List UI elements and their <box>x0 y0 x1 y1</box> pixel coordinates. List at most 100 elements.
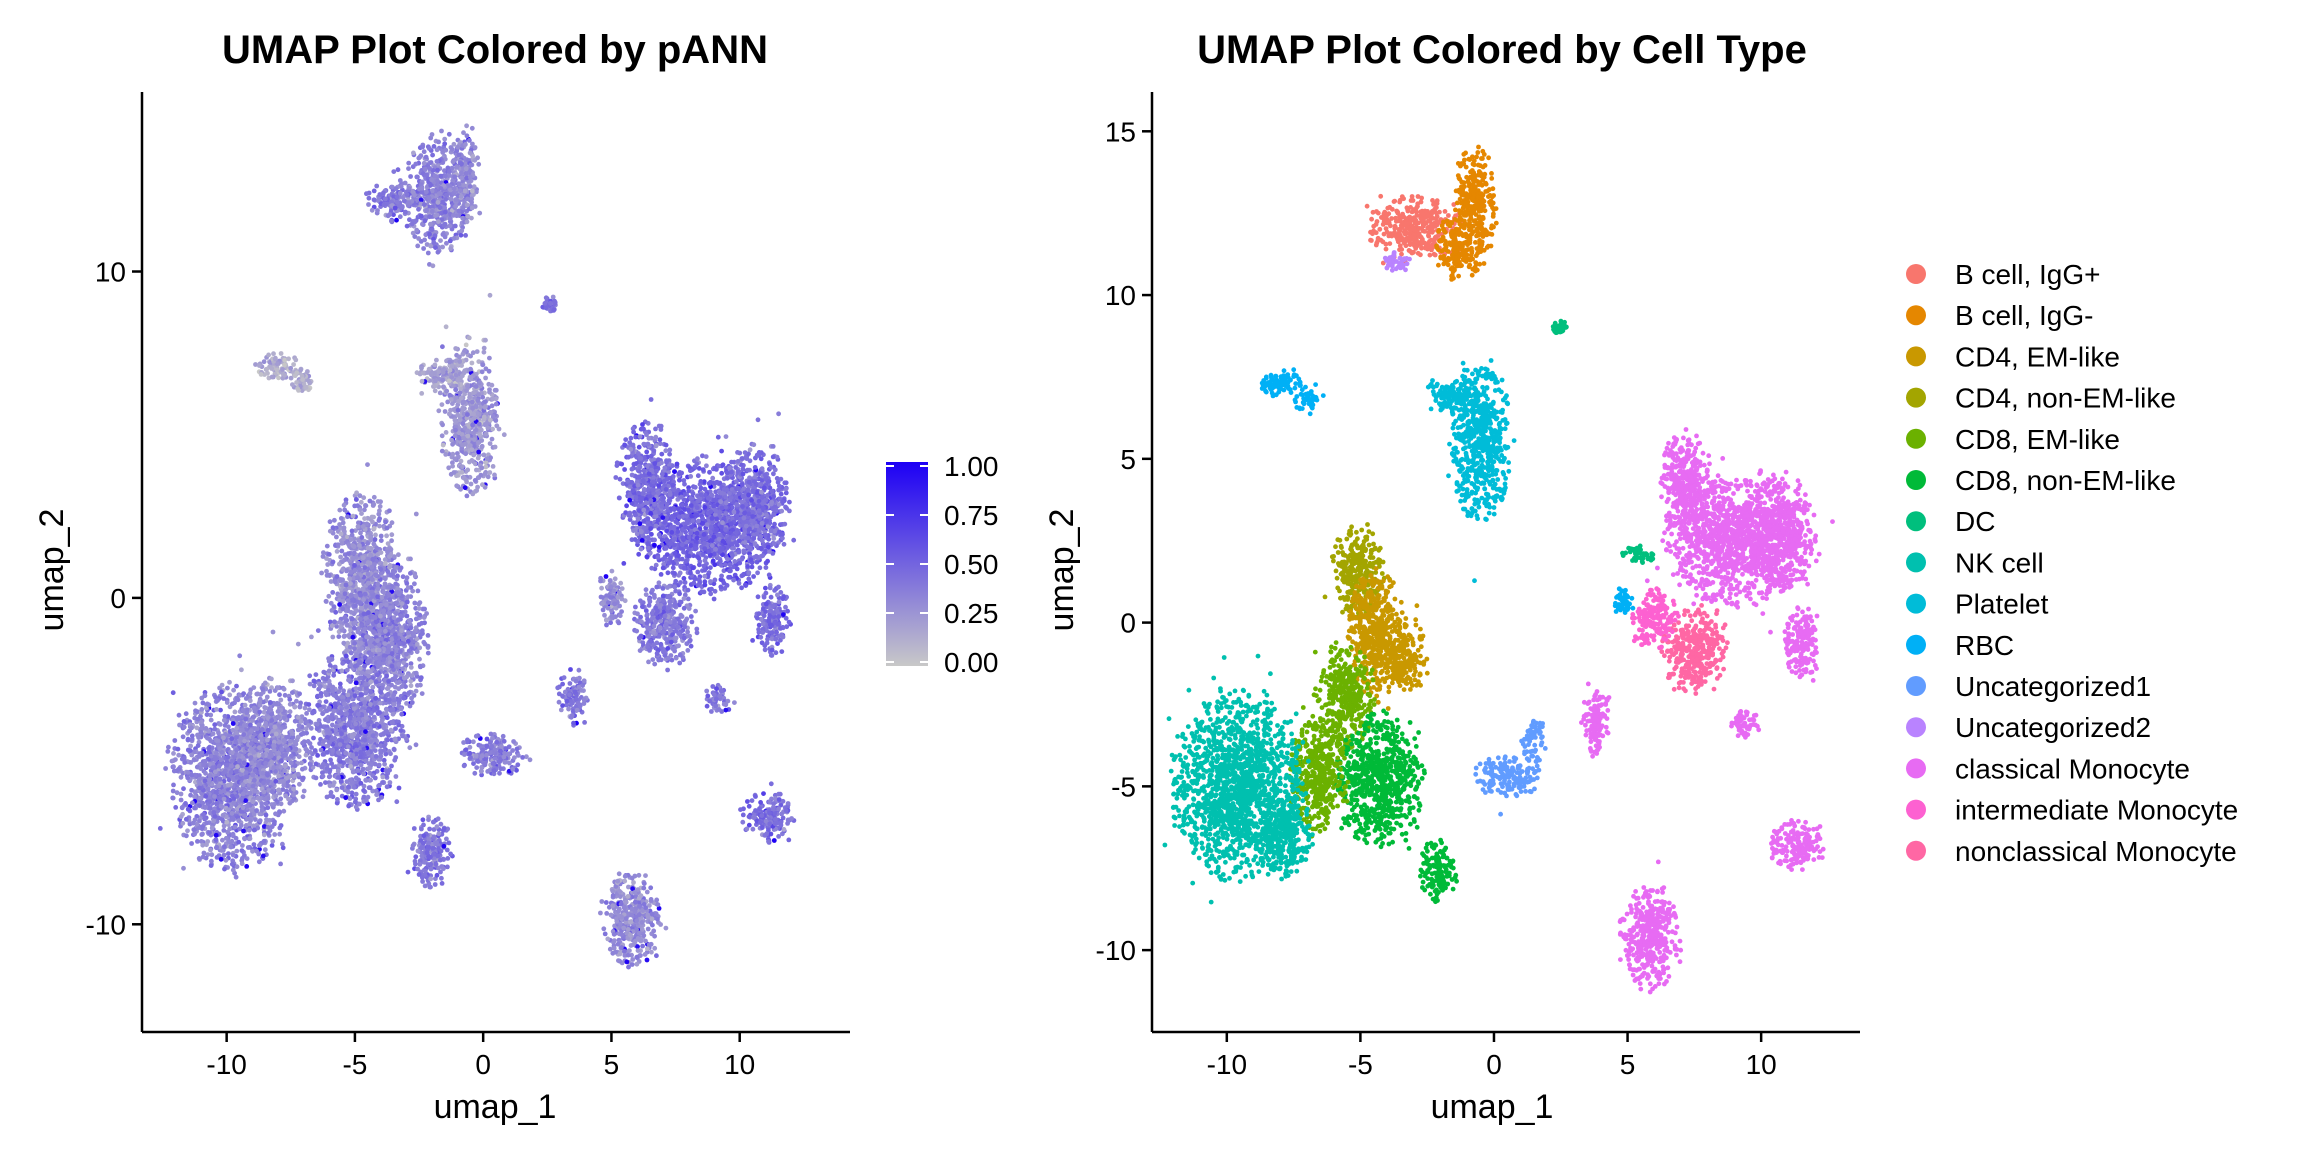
scatter-point <box>373 532 378 538</box>
scatter-point <box>327 783 333 789</box>
scatter-point <box>395 167 401 173</box>
scatter-point <box>345 551 351 556</box>
scatter-point <box>394 199 400 205</box>
scatter-point <box>368 679 374 685</box>
scatter-point <box>298 700 303 706</box>
scatter-point <box>313 761 319 767</box>
scatter-point <box>430 263 436 269</box>
scatter-point <box>501 432 507 438</box>
scatter-point <box>256 363 262 368</box>
scatter-point <box>365 750 371 756</box>
scatter-point <box>387 508 392 514</box>
scatter-point <box>221 828 227 833</box>
scatter-point <box>476 421 482 427</box>
scatter-point <box>389 720 395 725</box>
scatter-point <box>413 742 419 748</box>
scatter-point <box>342 614 348 620</box>
scatter-point <box>369 577 375 582</box>
scatter-point <box>462 348 468 353</box>
scatter-point <box>427 231 432 237</box>
scatter-point <box>472 145 478 150</box>
scatter-point <box>361 788 366 793</box>
scatter-point <box>337 507 343 513</box>
scatter-point <box>471 411 476 417</box>
scatter-point <box>450 159 456 165</box>
scatter-point <box>433 245 438 251</box>
scatter-point <box>436 408 442 414</box>
scatter-point <box>496 426 502 432</box>
scatter-point <box>307 673 313 679</box>
scatter-point <box>306 378 311 384</box>
scatter-point <box>461 399 467 405</box>
scatter-point <box>424 242 430 247</box>
scatter-point <box>352 563 357 568</box>
scatter-point <box>392 684 398 690</box>
scatter-point <box>362 626 368 632</box>
scatter-point <box>360 586 366 592</box>
scatter-point <box>413 688 419 694</box>
scatter-point <box>340 559 345 564</box>
scatter-point <box>387 697 392 703</box>
scatter-point <box>355 503 360 509</box>
scatter-point <box>458 232 464 238</box>
scatter-point <box>351 544 357 549</box>
scatter-point <box>462 485 468 491</box>
scatter-point <box>455 407 461 413</box>
scatter-point <box>463 451 469 457</box>
scatter-point <box>440 232 446 237</box>
scatter-point <box>354 725 360 731</box>
scatter-point <box>176 752 182 758</box>
scatter-point <box>391 169 397 175</box>
scatter-point <box>389 651 395 656</box>
scatter-point <box>374 705 380 710</box>
scatter-point <box>324 766 330 772</box>
scatter-point <box>343 735 348 741</box>
scatter-point <box>442 136 448 142</box>
scatter-point <box>348 537 354 542</box>
scatter-point <box>264 366 270 372</box>
scatter-point <box>282 372 288 378</box>
scatter-point <box>404 575 410 581</box>
scatter-point <box>358 605 364 611</box>
scatter-point <box>483 399 488 405</box>
scatter-point <box>363 758 369 764</box>
scatter-point <box>366 673 371 679</box>
scatter-point <box>179 805 185 810</box>
scatter-point <box>376 659 382 665</box>
scatter-point <box>250 848 255 854</box>
scatter-point <box>469 360 475 366</box>
scatter-point <box>359 670 365 676</box>
scatter-point <box>437 191 443 196</box>
scatter-point <box>467 174 473 180</box>
scatter-point <box>464 219 470 225</box>
scatter-point <box>269 366 274 371</box>
scatter-point <box>258 372 264 377</box>
scatter-point <box>391 615 397 621</box>
scatter-point <box>464 133 470 139</box>
scatter-point <box>311 709 317 715</box>
scatter-point <box>391 698 397 703</box>
scatter-point <box>364 634 369 640</box>
scatter-point <box>467 138 472 143</box>
scatter-point <box>368 777 373 783</box>
scatter-point <box>453 427 458 433</box>
scatter-point <box>316 718 322 723</box>
scatter-point <box>434 147 440 153</box>
scatter-point <box>319 570 324 576</box>
scatter-point <box>368 702 373 707</box>
scatter-point <box>425 250 431 256</box>
scatter-point <box>404 736 409 742</box>
scatter-point <box>394 600 399 606</box>
scatter-point <box>469 205 475 211</box>
scatter-point <box>377 523 382 529</box>
scatter-point <box>326 687 331 693</box>
scatter-point <box>419 365 424 371</box>
scatter-point <box>430 152 435 158</box>
scatter-point <box>311 678 317 684</box>
scatter-point <box>439 128 444 134</box>
scatter-point <box>470 491 476 497</box>
scatter-point <box>418 675 424 681</box>
scatter-point <box>303 385 309 390</box>
scatter-point <box>492 444 498 450</box>
scatter-point <box>448 397 454 402</box>
